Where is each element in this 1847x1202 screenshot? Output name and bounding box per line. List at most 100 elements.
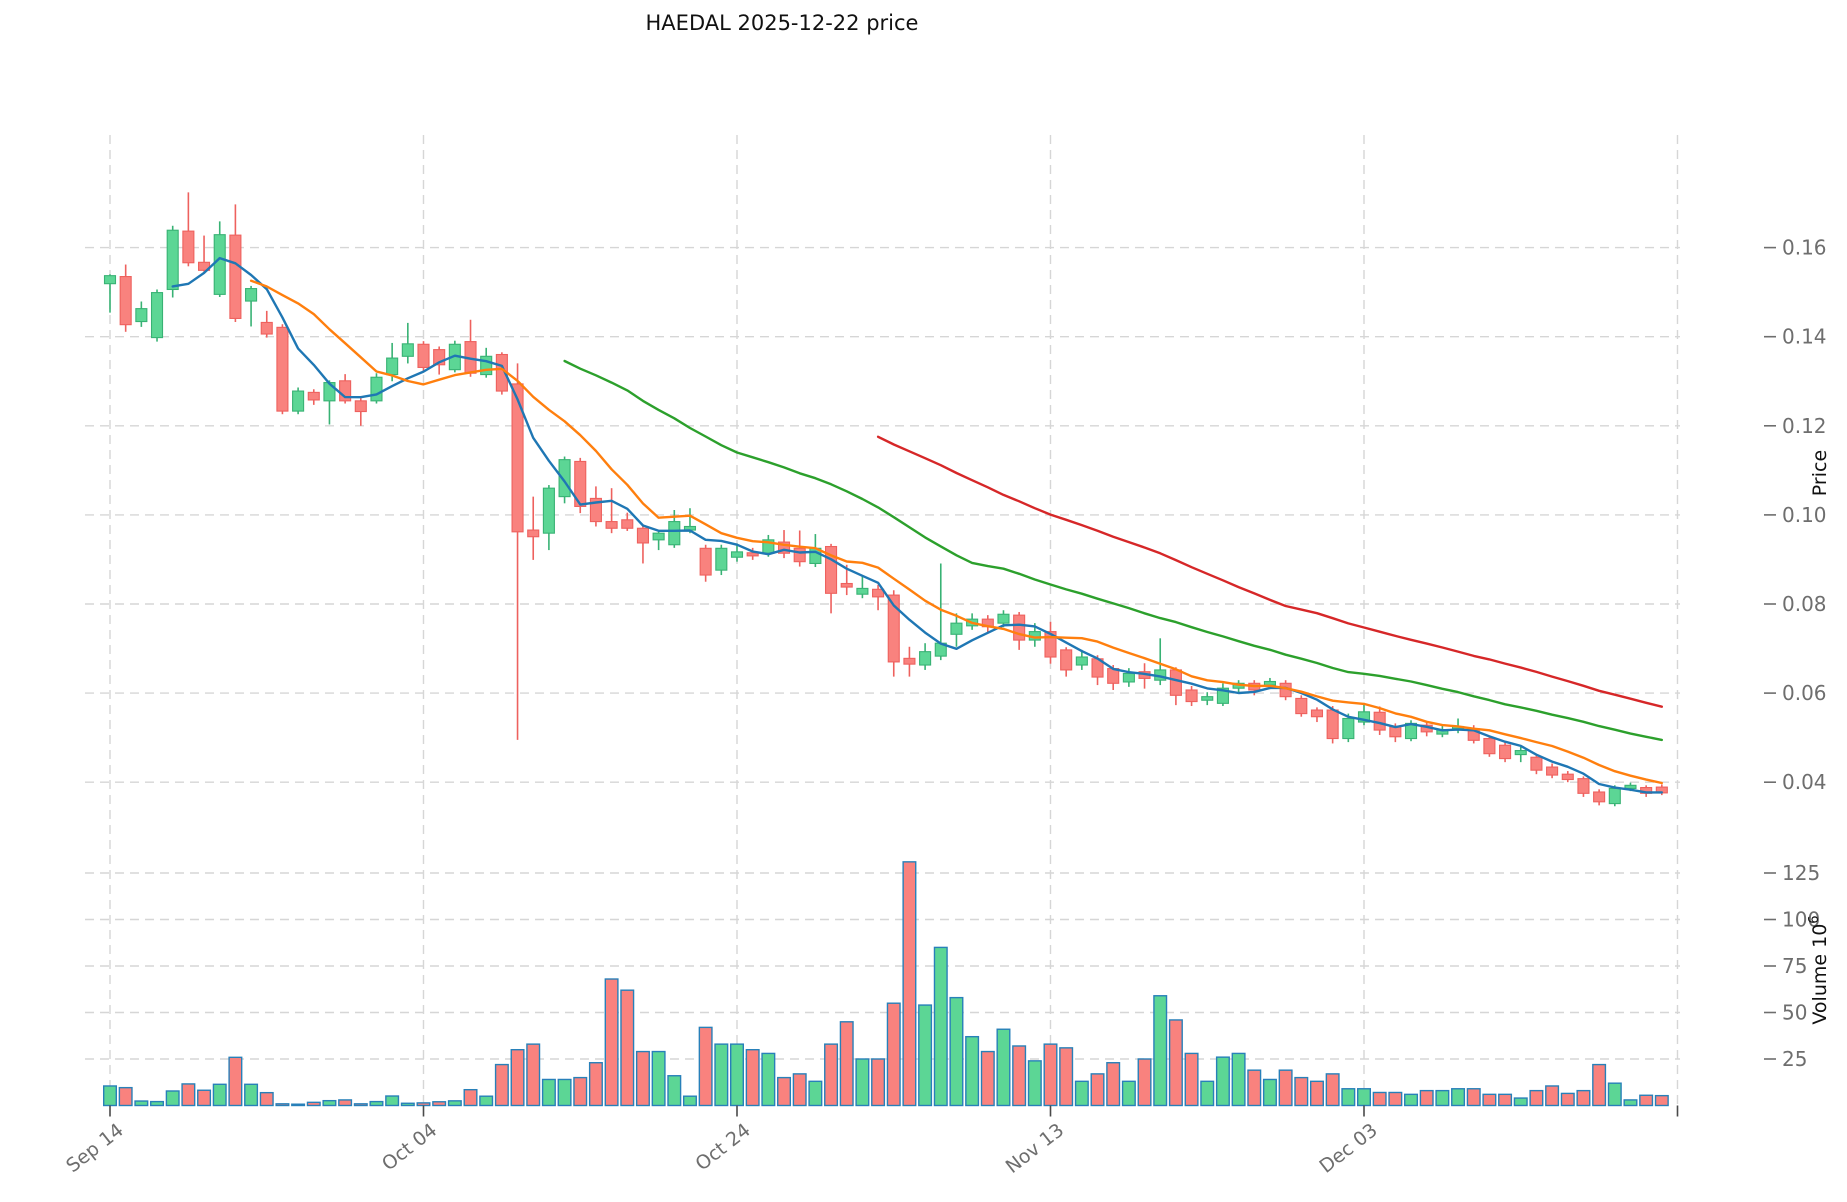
candle-body: [260, 321, 273, 335]
candle-body: [1310, 709, 1324, 718]
candle-body: [668, 521, 681, 546]
candle-body: [1326, 709, 1339, 740]
candle-body: [292, 390, 305, 412]
volume-bar: [588, 1062, 603, 1107]
volume-bar: [902, 861, 917, 1107]
candle-body: [386, 357, 399, 376]
volume-bar: [1482, 1093, 1497, 1107]
volume-bar: [573, 1076, 588, 1107]
volume-bar: [808, 1080, 823, 1107]
volume-bar: [1200, 1080, 1215, 1107]
volume-bar: [1121, 1080, 1136, 1107]
volume-bar: [1262, 1078, 1277, 1107]
volume-bar: [1372, 1091, 1387, 1107]
volume-bar: [933, 946, 948, 1107]
volume-bar: [855, 1058, 870, 1107]
candle-body: [370, 376, 383, 402]
volume-bar: [275, 1103, 290, 1107]
volume-panel: [102, 861, 1669, 1107]
volume-bar: [1012, 1045, 1027, 1107]
volume-bar: [1545, 1085, 1560, 1107]
volume-bar: [1639, 1094, 1654, 1107]
candle-body: [1389, 726, 1402, 738]
candle-body: [1546, 766, 1559, 776]
volume-bar: [291, 1103, 306, 1107]
volume-bar: [385, 1095, 400, 1107]
volume-bar: [949, 996, 964, 1107]
candle-body: [401, 343, 414, 357]
volume-bar: [980, 1050, 995, 1107]
candle-body: [1530, 756, 1543, 771]
volume-tick-label: 100: [1782, 908, 1820, 932]
volume-bar: [1294, 1076, 1309, 1107]
volume-bar: [761, 1052, 776, 1107]
volume-bar: [635, 1050, 650, 1107]
price-panel: [103, 192, 1668, 807]
volume-bar: [432, 1101, 447, 1107]
volume-bar: [745, 1048, 760, 1107]
candle-body: [1075, 656, 1088, 666]
volume-bar: [1388, 1091, 1403, 1107]
volume-bar: [197, 1089, 212, 1107]
candle-body: [824, 545, 838, 594]
volume-bar: [1278, 1069, 1293, 1107]
candle-body: [150, 292, 164, 339]
volume-bar: [244, 1083, 259, 1107]
candle-body: [605, 521, 618, 529]
volume-bar: [102, 1085, 117, 1107]
volume-bar: [1623, 1099, 1638, 1107]
volume-tick-label: 125: [1782, 861, 1820, 885]
candle-body: [103, 275, 117, 285]
volume-bar: [1498, 1093, 1513, 1107]
candle-body: [542, 487, 555, 534]
candle-body: [840, 582, 853, 588]
candle-body: [793, 547, 806, 563]
volume-bar: [620, 989, 635, 1107]
candle-body: [1013, 614, 1026, 641]
volume-bar: [322, 1099, 337, 1107]
volume-bar: [212, 1083, 227, 1107]
candle-body: [746, 552, 759, 557]
volume-bar: [1513, 1097, 1528, 1107]
candle-body: [354, 400, 367, 413]
volume-bar: [698, 1026, 713, 1107]
candle-body: [1483, 737, 1496, 755]
price-axis-label: Price: [1809, 450, 1831, 496]
moving-average-lines: [171, 256, 1664, 794]
candle-body: [856, 587, 869, 595]
volume-bar: [1059, 1047, 1074, 1107]
volume-bar: [1607, 1082, 1622, 1107]
candle-body: [699, 547, 712, 576]
volume-bar: [1325, 1073, 1340, 1107]
volume-bar: [839, 1021, 854, 1107]
volume-bar: [1404, 1093, 1419, 1107]
volume-bar: [134, 1100, 149, 1107]
candle-body: [887, 594, 900, 663]
candle-body: [307, 391, 320, 401]
volume-bar: [1153, 995, 1168, 1107]
volume-bar: [682, 1095, 697, 1107]
candle-body: [1593, 791, 1606, 803]
candle-body: [245, 288, 258, 302]
volume-bar: [541, 1078, 556, 1107]
volume-bar: [1466, 1088, 1481, 1107]
candle-body: [1561, 773, 1574, 781]
volume-bar: [510, 1048, 525, 1107]
candle-body: [229, 234, 242, 319]
volume-bar: [494, 1063, 509, 1107]
candle-body: [872, 588, 885, 598]
x-tick-label: Dec 03: [1315, 1119, 1381, 1178]
x-tick-label: Sep 14: [62, 1119, 128, 1177]
candle-body: [119, 276, 132, 326]
candle-body: [1122, 672, 1135, 683]
volume-bar: [338, 1099, 353, 1107]
volume-bar: [416, 1102, 431, 1107]
volume-bar: [150, 1100, 165, 1107]
volume-bar: [479, 1095, 494, 1107]
volume-bar: [886, 1002, 901, 1107]
volume-bar: [118, 1086, 133, 1107]
candle-body: [166, 229, 179, 291]
candle-body: [1263, 680, 1276, 686]
volume-bar: [792, 1073, 807, 1107]
